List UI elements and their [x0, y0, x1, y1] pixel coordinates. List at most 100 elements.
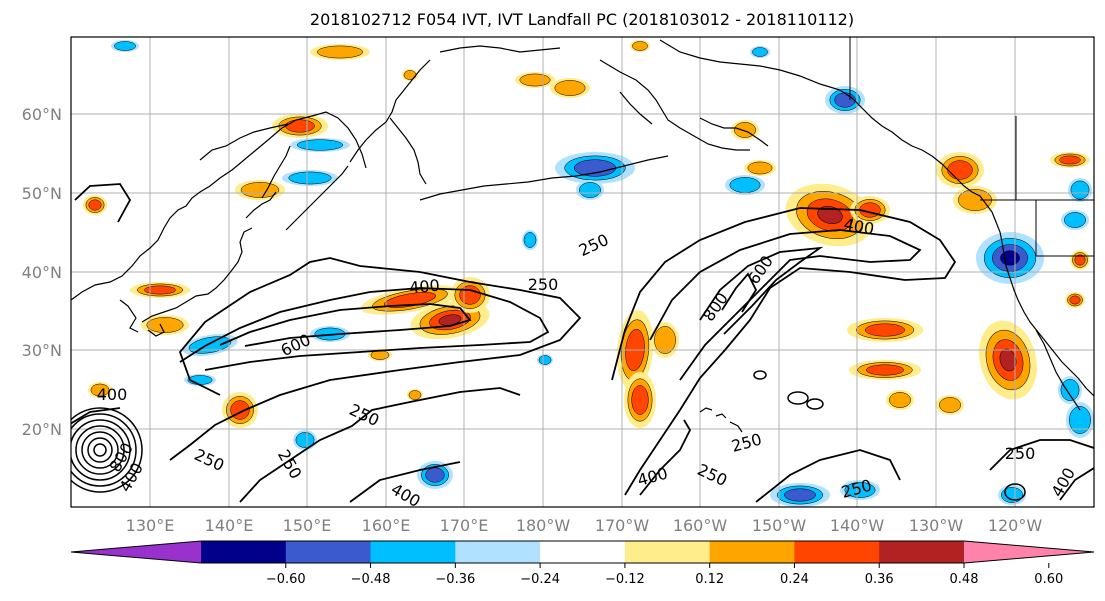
ivt-contour [721, 272, 758, 313]
contour-label: 250 [1005, 444, 1036, 463]
ivt-contours [71, 183, 1094, 503]
pc-shade-region [999, 348, 1017, 372]
ivt-contour-small [806, 398, 824, 410]
lon-label: 150°E [283, 516, 332, 535]
pc-shade-region [554, 80, 586, 96]
coastline-segment [71, 111, 367, 301]
ivt-contour-ring [93, 443, 107, 457]
colorbar-segment [540, 541, 626, 563]
pc-shade-region [654, 326, 676, 354]
pc-shade-region [752, 47, 768, 57]
ivt-contour [639, 419, 692, 496]
lon-label: 130°W [909, 516, 964, 535]
pc-shade-region [729, 177, 761, 193]
coastline-segment [147, 323, 165, 337]
ivt-contour-ring [81, 431, 119, 469]
coastline-segment [349, 59, 431, 163]
lon-label: 140°W [830, 516, 885, 535]
coastline-segment [991, 211, 1094, 397]
pc-shade-region [632, 41, 648, 51]
colorbar-segment [709, 541, 795, 563]
pc-shade-region [88, 199, 102, 211]
pc-shade-region [1064, 212, 1086, 228]
lat-label: 20°N [22, 420, 62, 439]
ivt-contour-ring [71, 413, 137, 487]
coastline-segment [141, 227, 253, 323]
lon-label: 140°E [205, 516, 254, 535]
pc-shade-region [425, 467, 445, 483]
lon-label: 150°W [752, 516, 807, 535]
pc-shade-region [295, 432, 315, 448]
pc-shade-region [947, 160, 973, 180]
colorbar-tick-label: 0.36 [865, 572, 894, 587]
coastline-segment [715, 413, 727, 419]
coastline-segment [439, 45, 561, 53]
pc-shade-region [538, 355, 552, 365]
pc-shade-region [1069, 295, 1081, 305]
ivt-contour [349, 461, 461, 503]
ivt-contour [1059, 467, 1094, 501]
lon-label: 160°W [673, 516, 728, 535]
pc-shade-region [1070, 180, 1090, 200]
pc-shade-region [1001, 487, 1023, 503]
pc-shade-region [384, 292, 436, 308]
map-frame [70, 36, 1095, 508]
ivt-contour [219, 303, 472, 347]
contour-label: 400 [408, 276, 440, 298]
coastline-segment [245, 191, 277, 219]
colorbar-segment [285, 541, 372, 563]
pc-shade-region [1069, 406, 1091, 434]
colorbar-extend-high [964, 541, 1094, 563]
colorbar-segment [370, 541, 456, 563]
coastline-segment [659, 39, 933, 157]
pc-shade-region [523, 232, 537, 248]
colorbar-tick-label: 0.60 [1034, 572, 1063, 587]
longitude-labels: 130°E 140°E 150°E 160°E 170°E 180°W 170°W 160°W… [126, 516, 1043, 535]
coastline-segment [199, 123, 289, 161]
colorbar-tick-label: 0.48 [950, 572, 979, 587]
ivt-contour [74, 183, 132, 223]
coastline-segment [261, 145, 291, 199]
lon-label: 180°W [516, 516, 571, 535]
pc-shade-region [459, 285, 481, 305]
ivt-contour-ring [87, 437, 113, 463]
lat-label: 60°N [22, 105, 62, 124]
pc-shade-region [1060, 379, 1080, 401]
pc-shade-region [939, 397, 961, 413]
lon-label: 170°E [440, 516, 489, 535]
coastline-segment [931, 155, 993, 213]
coastlines [71, 37, 1094, 433]
coastline-segment [729, 421, 743, 433]
ivt-contour [699, 246, 824, 335]
ivt-contour [755, 449, 901, 503]
border-line [1035, 200, 1094, 257]
pc-shade-region [817, 206, 843, 224]
pc-shade-region [146, 317, 184, 333]
pc-shade-region [1059, 155, 1081, 165]
ivt-contour-small [1004, 483, 1026, 501]
lon-label: 120°W [988, 516, 1043, 535]
lat-label: 30°N [22, 341, 62, 360]
coastline-segment [599, 59, 750, 151]
ivt-contour [611, 207, 957, 496]
colorbar-segment [455, 541, 541, 563]
colorbar-outline [70, 540, 1095, 564]
coastline-segment [619, 91, 653, 125]
contour-label: 400 [97, 385, 128, 404]
pc-shade-region [114, 41, 136, 51]
lat-label: 40°N [22, 263, 62, 282]
coastline-segment [119, 299, 139, 333]
pc-shade-region [403, 70, 417, 80]
ivt-contour-small [787, 391, 809, 405]
colorbar-segment [879, 541, 965, 563]
ivt-contour [179, 287, 550, 371]
latitude-labels: 20°N 30°N 40°N 50°N 60°N [22, 105, 62, 439]
pc-shade-region [90, 383, 110, 397]
coastline-segment [699, 407, 713, 413]
colorbar-segment [201, 541, 287, 563]
gridlines [71, 37, 1094, 507]
colorbar-tick-label: 0.12 [695, 572, 724, 587]
pc-shade-region [288, 171, 332, 185]
